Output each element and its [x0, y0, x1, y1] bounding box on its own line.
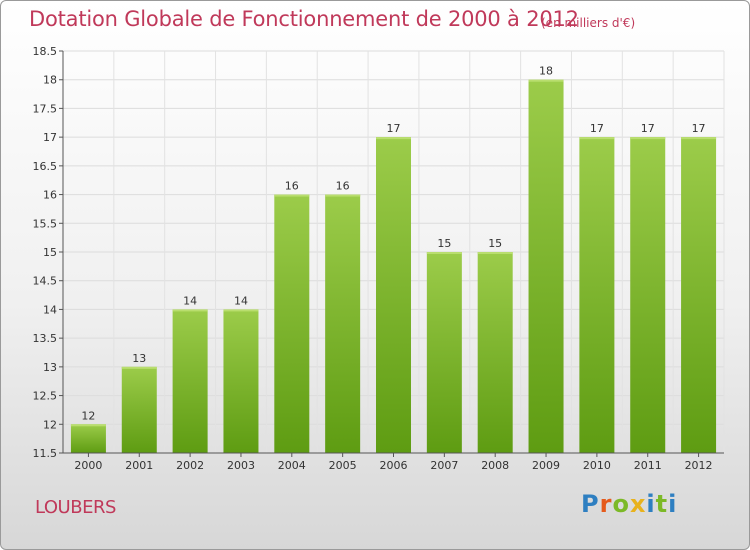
chart-title: Dotation Globale de Fonctionnement de 20… [29, 7, 579, 31]
bar-value-label: 16 [336, 180, 350, 193]
x-tick-label: 2011 [634, 459, 662, 472]
x-tick-label: 2004 [278, 459, 306, 472]
bar-value-label: 15 [488, 237, 502, 250]
bar-highlight [121, 366, 157, 369]
y-tick-label: 16 [43, 189, 57, 202]
bar [477, 252, 513, 453]
bar [172, 309, 208, 453]
bar-value-label: 13 [132, 352, 146, 365]
x-tick-label: 2010 [583, 459, 611, 472]
logo-letter: x [629, 490, 647, 518]
bar [274, 194, 310, 454]
bar-value-label: 15 [437, 237, 451, 250]
x-tick-label: 2008 [481, 459, 509, 472]
chart-subtitle: (en milliers d'€) [541, 16, 636, 30]
bar-highlight [477, 252, 513, 254]
bar-value-label: 17 [641, 122, 655, 135]
y-tick-label: 15 [43, 246, 57, 259]
y-tick-label: 16.5 [33, 160, 58, 173]
bar [325, 194, 361, 454]
y-tick-label: 18.5 [33, 45, 58, 58]
logo-letter: o [612, 490, 630, 518]
x-tick-label: 2002 [176, 459, 204, 472]
bar [121, 366, 157, 453]
bar [630, 137, 666, 453]
logo-letter: i [668, 490, 678, 518]
x-tick-label: 2006 [380, 459, 408, 472]
bar-highlight [274, 194, 310, 197]
bar [579, 137, 615, 453]
proxiti-logo: Proxiti [581, 490, 677, 518]
bar [223, 309, 259, 453]
y-tick-label: 14 [43, 303, 57, 316]
bar-value-label: 14 [183, 294, 197, 307]
x-tick-label: 2007 [430, 459, 458, 472]
x-tick-label: 2012 [685, 459, 713, 472]
y-tick-label: 17 [43, 131, 57, 144]
x-tick-label: 2009 [532, 459, 560, 472]
bar [70, 424, 106, 453]
bar-highlight [528, 79, 564, 82]
x-tick-label: 2000 [74, 459, 102, 472]
x-tick-label: 2001 [125, 459, 153, 472]
y-tick-label: 17.5 [33, 102, 58, 115]
bar [376, 137, 411, 453]
y-tick-label: 12 [43, 418, 57, 431]
y-tick-label: 11.5 [33, 447, 58, 460]
bar [681, 137, 717, 453]
logo-letter: r [599, 490, 613, 518]
y-tick-label: 12.5 [33, 390, 58, 403]
bar-value-label: 16 [285, 180, 299, 193]
y-tick-label: 15.5 [33, 217, 58, 230]
y-tick-label: 13.5 [33, 332, 58, 345]
y-tick-label: 14.5 [33, 275, 58, 288]
bar-highlight [426, 252, 462, 254]
x-tick-label: 2005 [329, 459, 357, 472]
logo-letter: i [646, 490, 656, 518]
bar-value-label: 12 [81, 409, 95, 422]
logo-letter: P [581, 490, 600, 518]
y-tick-label: 13 [43, 361, 57, 374]
bar-value-label: 17 [590, 122, 604, 135]
bar-value-label: 18 [539, 65, 553, 78]
bar-value-label: 14 [234, 294, 248, 307]
bar-value-label: 17 [692, 122, 706, 135]
bar-highlight [630, 137, 666, 140]
bar-highlight [223, 309, 259, 312]
bar-highlight [172, 309, 208, 312]
bar-value-label: 17 [387, 122, 401, 135]
logo-letter: t [655, 490, 669, 518]
bar [426, 252, 462, 453]
y-tick-label: 18 [43, 74, 57, 87]
bar-highlight [681, 137, 717, 140]
bar-highlight [376, 137, 411, 140]
bar-highlight [325, 194, 361, 197]
bar-highlight [579, 137, 615, 140]
bar [528, 79, 564, 453]
x-tick-label: 2003 [227, 459, 255, 472]
commune-name: LOUBERS [35, 497, 116, 518]
bar-highlight [70, 424, 106, 427]
